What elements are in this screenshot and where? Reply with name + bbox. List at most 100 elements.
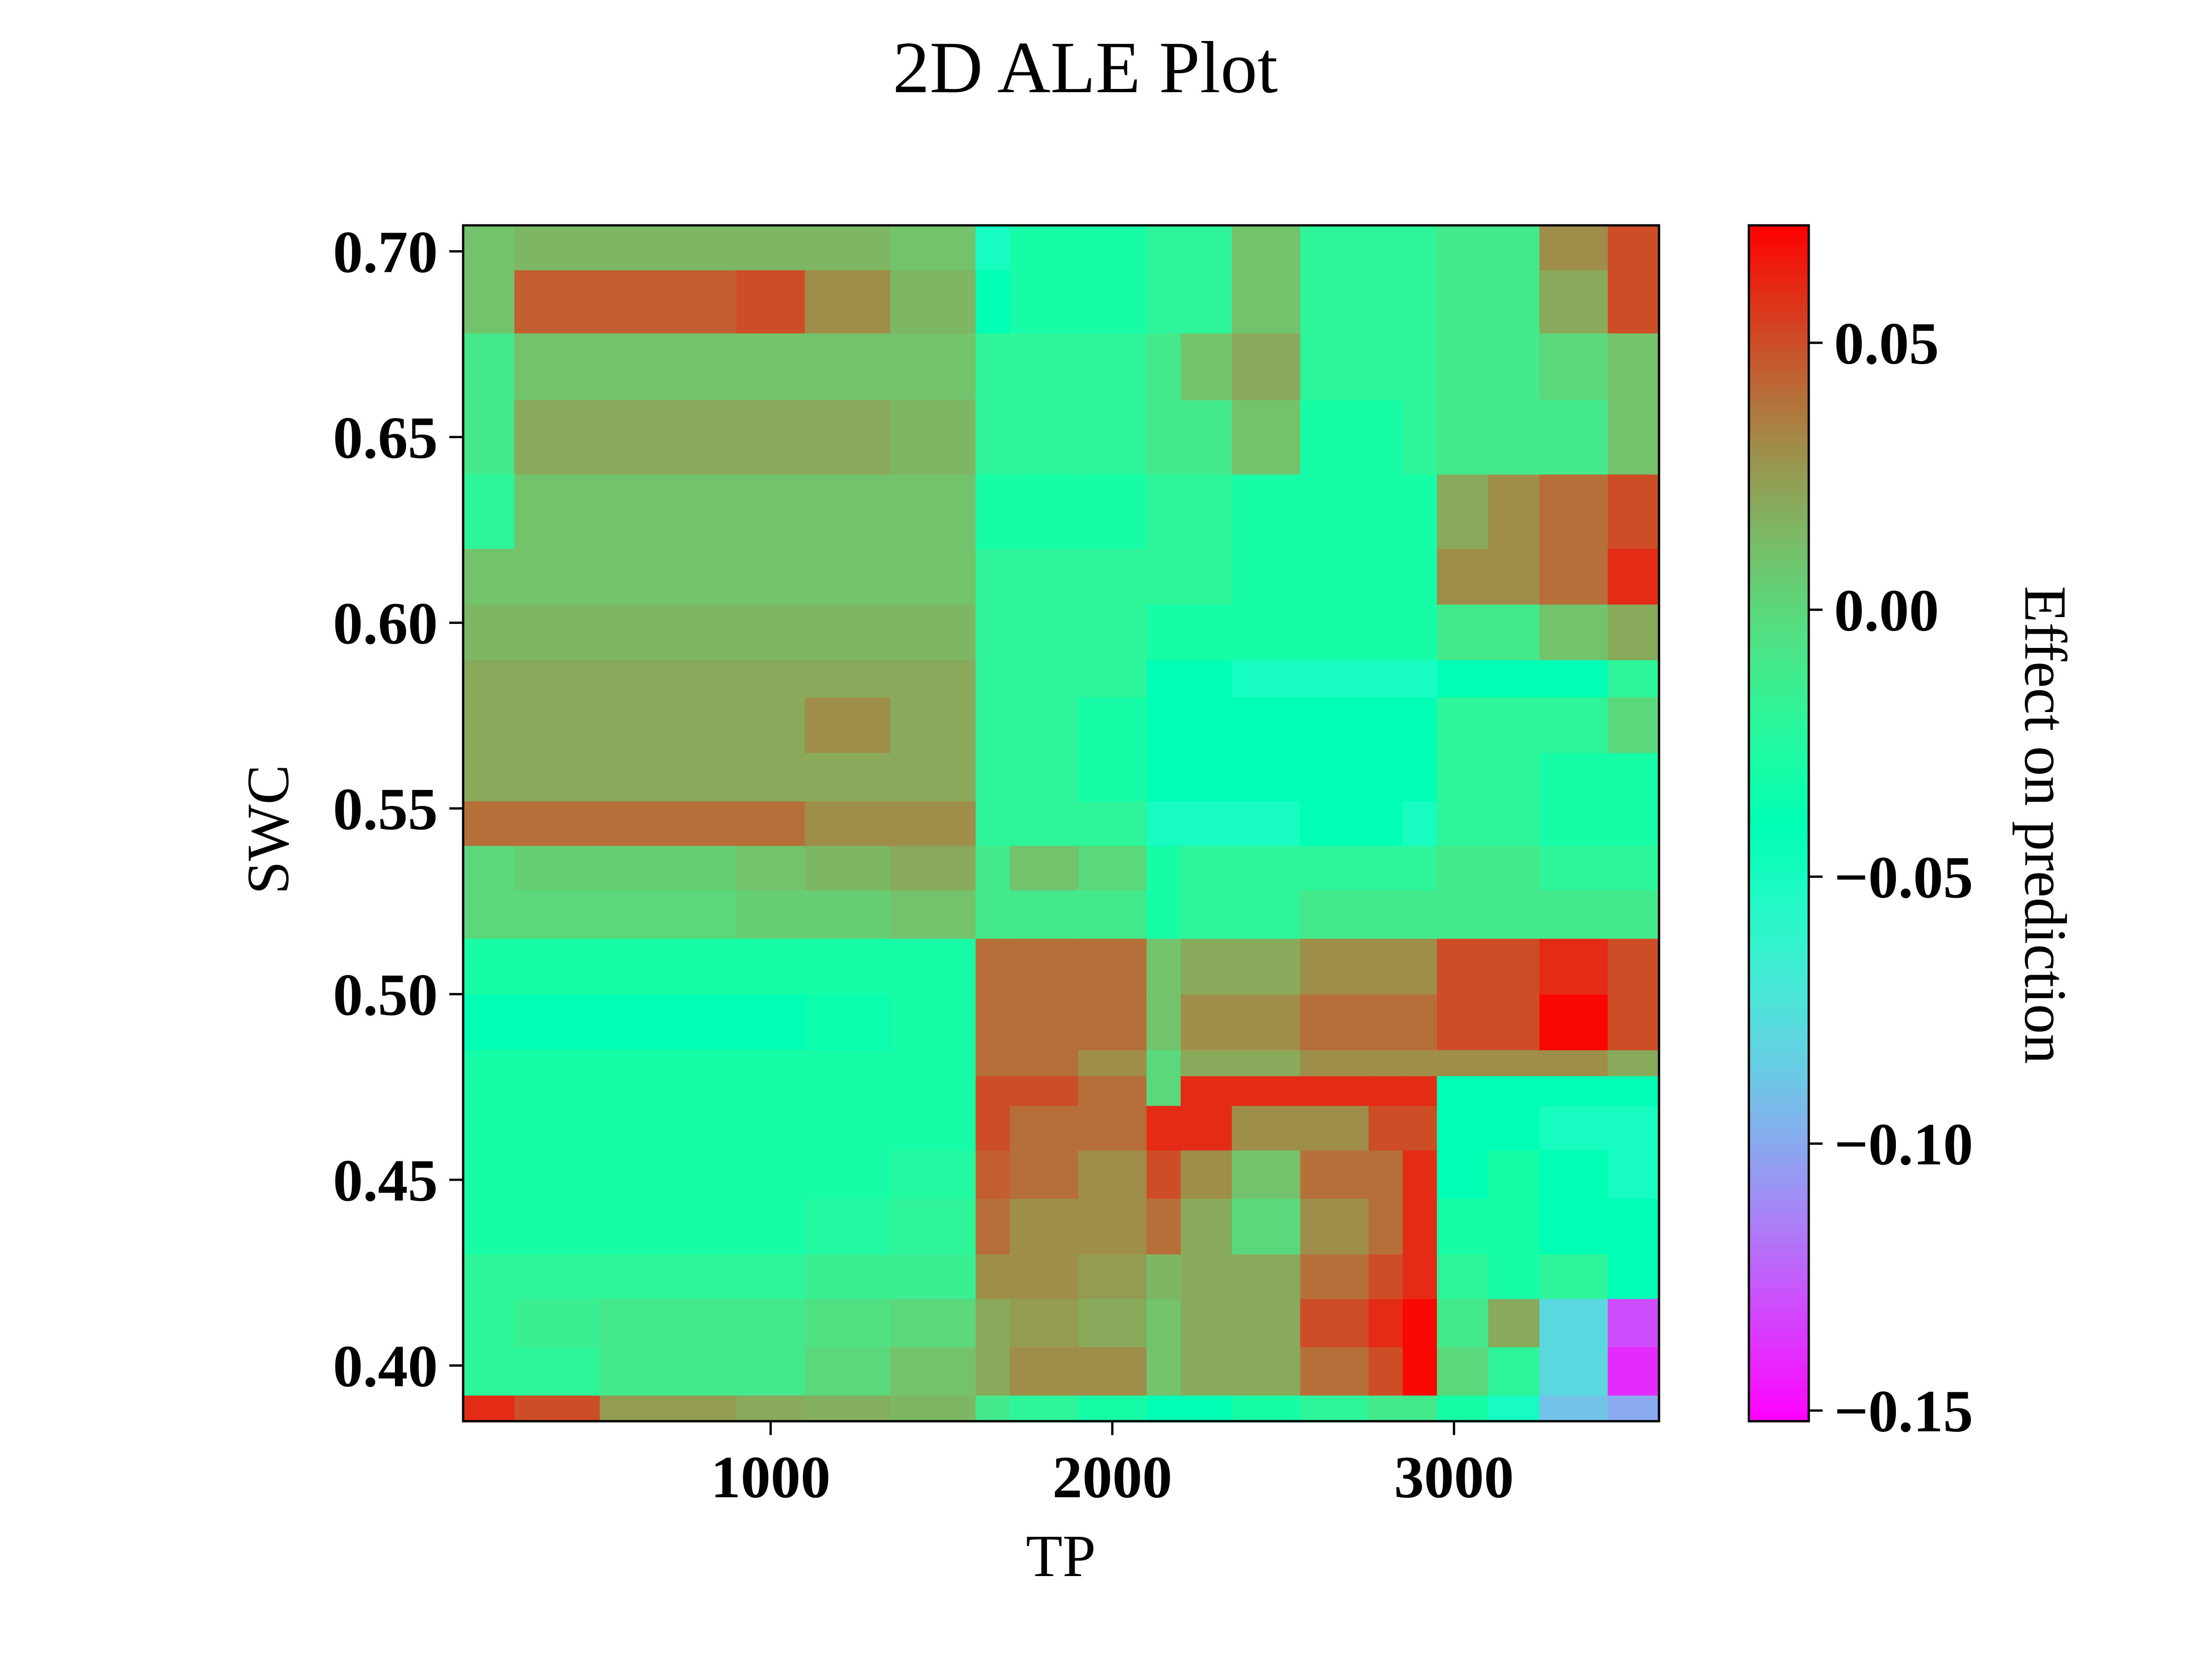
heatmap-cell <box>1607 890 1659 939</box>
heatmap-cell <box>1607 1050 1659 1077</box>
heatmap-cell <box>890 1299 976 1347</box>
heatmap-cell <box>600 1299 737 1347</box>
heatmap-cell <box>890 1254 976 1299</box>
heatmap-cell <box>1078 604 1147 660</box>
heatmap-cell <box>1146 994 1181 1050</box>
heatmap-cell <box>1368 801 1403 846</box>
heatmap-cell <box>1368 938 1403 995</box>
heatmap-cell <box>1232 1050 1301 1077</box>
heatmap-cell <box>1437 1254 1489 1299</box>
heatmap-cell <box>1232 697 1301 753</box>
heatmap-cell <box>736 1076 806 1106</box>
heatmap-cell <box>1368 890 1403 939</box>
heatmap-cell <box>1437 659 1489 698</box>
colorbar-tick-label: −0.10 <box>1834 1112 1973 1178</box>
heatmap-cell <box>1402 1050 1437 1077</box>
y-tick-label: 0.60 <box>333 590 438 657</box>
heatmap-cell <box>976 548 1011 605</box>
heatmap-cell <box>1146 333 1181 400</box>
heatmap-cell <box>1437 400 1489 475</box>
heatmap-cell <box>1488 1105 1540 1151</box>
heatmap-cell <box>1300 1347 1369 1396</box>
heatmap-cell <box>976 1395 1011 1422</box>
colorbar-label: Effect on prediction <box>2012 586 2078 1064</box>
colorbar-tick-label: 0.00 <box>1834 577 1939 644</box>
heatmap-cell <box>1437 845 1489 891</box>
heatmap-cell <box>1232 938 1301 995</box>
heatmap-cell <box>1368 1299 1403 1347</box>
heatmap-cell <box>1078 1150 1147 1199</box>
heatmap-cell <box>514 1254 600 1299</box>
heatmap-cell <box>805 1395 891 1422</box>
heatmap-cell <box>736 604 806 660</box>
heatmap-cell <box>805 801 891 846</box>
heatmap-cell <box>1232 801 1301 846</box>
heatmap-cell <box>1488 659 1540 698</box>
heatmap-cell <box>1607 753 1659 801</box>
heatmap-cell <box>1181 1347 1233 1396</box>
heatmap-cell <box>890 225 976 271</box>
heatmap-cell <box>1078 994 1147 1050</box>
heatmap-cell <box>463 1050 515 1077</box>
heatmap-cell <box>1078 1105 1147 1151</box>
heatmap-cell <box>1539 270 1608 334</box>
heatmap-cell <box>514 1150 600 1199</box>
heatmap-cell <box>736 225 806 271</box>
heatmap-cell <box>1146 1198 1181 1255</box>
heatmap-cell <box>890 604 976 660</box>
heatmap-cell <box>1539 1299 1608 1347</box>
heatmap-cell <box>1607 604 1659 660</box>
heatmap-cell <box>1368 225 1403 271</box>
y-tick-label: 0.40 <box>333 1333 438 1400</box>
heatmap-cell <box>1402 270 1437 334</box>
colorbar-tick-label: 0.05 <box>1834 311 1939 377</box>
heatmap-cell <box>1010 1076 1079 1106</box>
heatmap-cell <box>1181 270 1233 334</box>
heatmap-cell <box>1146 400 1181 475</box>
heatmap-cell <box>1402 801 1437 846</box>
heatmap-cell <box>1146 697 1181 753</box>
heatmap-cell <box>1010 1050 1079 1077</box>
heatmap-cell <box>1539 1076 1608 1106</box>
heatmap-cell <box>1010 801 1079 846</box>
heatmap-cell <box>1488 801 1540 846</box>
heatmap-cell <box>1146 604 1181 660</box>
heatmap-cell <box>1181 938 1233 995</box>
heatmap-cell <box>514 659 600 698</box>
heatmap-cell <box>890 548 976 605</box>
heatmap-cell <box>1488 1050 1540 1077</box>
heatmap-cell <box>1402 1299 1437 1347</box>
heatmap-cell <box>1146 753 1181 801</box>
heatmap-cell <box>1437 938 1489 995</box>
heatmap-cell <box>1607 548 1659 605</box>
heatmap-cell <box>736 890 806 939</box>
heatmap-cell <box>1232 548 1301 605</box>
x-axis-ticks: 1000 2000 3000 <box>711 1421 1514 1511</box>
heatmap-cell <box>1146 270 1181 334</box>
heatmap-cell <box>1368 1198 1403 1255</box>
heatmap-cell <box>805 1050 891 1077</box>
heatmap-cell <box>600 225 737 271</box>
heatmap-cell <box>1010 890 1079 939</box>
heatmap-cell <box>1402 400 1437 475</box>
heatmap-cell <box>1607 1395 1659 1422</box>
heatmap-cell <box>890 333 976 400</box>
heatmap-cell <box>1402 659 1437 698</box>
heatmap-cell <box>463 548 515 605</box>
heatmap-cell <box>1300 994 1369 1050</box>
heatmap-cell <box>514 400 600 475</box>
heatmap-cell <box>1368 845 1403 891</box>
heatmap-cell <box>463 1105 515 1151</box>
heatmap-cell <box>890 845 976 891</box>
heatmap-cell <box>1368 1347 1403 1396</box>
heatmap-cell <box>1368 753 1403 801</box>
heatmap-cell <box>976 225 1011 271</box>
heatmap-cell <box>1402 548 1437 605</box>
heatmap-cell <box>805 938 891 995</box>
heatmap-cell <box>1607 1198 1659 1255</box>
heatmap-cell <box>976 1254 1011 1299</box>
heatmap-cell <box>1539 604 1608 660</box>
heatmap-cell <box>1181 225 1233 271</box>
heatmap-cell <box>514 1395 600 1422</box>
heatmap-cell <box>1146 890 1181 939</box>
